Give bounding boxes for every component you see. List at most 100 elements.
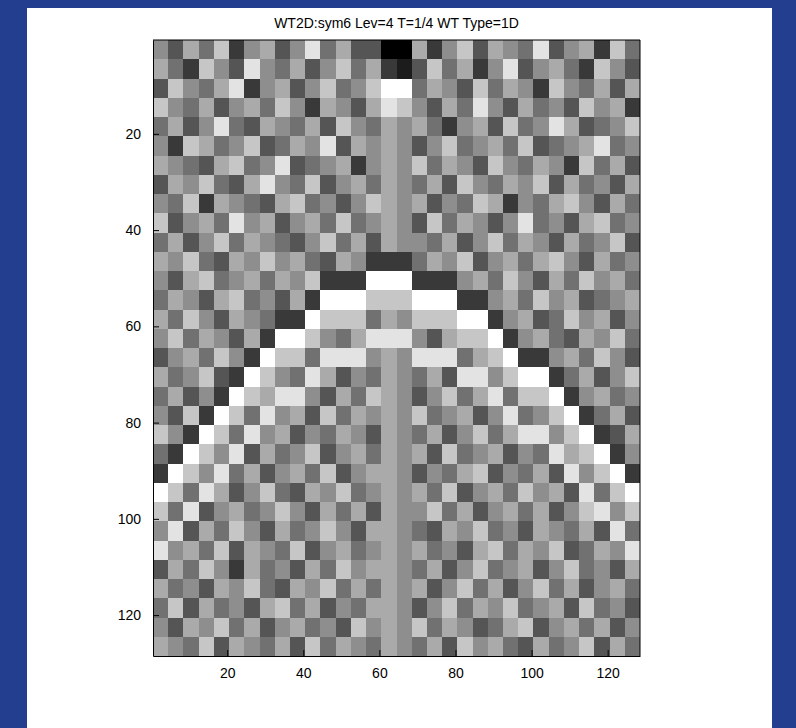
cell [564,117,580,137]
cell [351,618,367,638]
cell [320,560,336,580]
cell [594,637,610,656]
cell [533,618,549,638]
cell [533,213,549,233]
cell [442,98,458,118]
cell [412,98,428,118]
cell [305,598,321,618]
cell [625,367,640,387]
cell [503,598,519,618]
cell [351,194,367,214]
cell [260,40,276,60]
cell [260,156,276,176]
cell [427,579,443,599]
cell [579,40,595,60]
cell [336,387,352,407]
cell [488,252,504,272]
cell [214,271,230,291]
cell [229,406,245,426]
tick-label: 100 [520,665,544,681]
cell [199,483,215,503]
cell [199,348,215,368]
cell [427,637,443,656]
cell [244,425,260,445]
cell [214,59,230,79]
cell [473,59,489,79]
cell [351,59,367,79]
cell [457,156,473,176]
cell [366,290,382,310]
cell [625,310,640,330]
cell [594,425,610,445]
cell [260,464,276,484]
cell [594,541,610,561]
cell [381,290,397,310]
cell [412,329,428,349]
cell [518,156,534,176]
cell [442,310,458,330]
cell [183,444,199,464]
cell [488,59,504,79]
cell [412,560,428,580]
cell [488,98,504,118]
cell [473,271,489,291]
cell [366,213,382,233]
cell [275,79,291,99]
cell [412,483,428,503]
cell [610,367,626,387]
cell [442,117,458,137]
cell [488,194,504,214]
tick: 60 [125,318,159,334]
cell [244,521,260,541]
cell [488,367,504,387]
cell [442,175,458,195]
cell [153,252,169,272]
cell [610,637,626,656]
cell [290,233,306,253]
cell [366,387,382,407]
cell [594,156,610,176]
cell [549,521,565,541]
cell [397,598,413,618]
cell [351,233,367,253]
tick-label: 60 [372,665,388,681]
cell [153,136,169,156]
cell [275,367,291,387]
cell [473,483,489,503]
cell [290,271,306,291]
cell [412,271,428,291]
tick-mark [153,615,159,616]
cell [503,175,519,195]
cell [351,310,367,330]
cell [229,483,245,503]
cell [153,310,169,330]
tick: 40 [125,222,159,238]
cell [366,271,382,291]
cell [290,618,306,638]
cell [336,310,352,330]
cell [275,59,291,79]
cell [488,79,504,99]
cell [290,59,306,79]
cell [564,598,580,618]
cell [533,175,549,195]
cell [427,252,443,272]
cell [336,541,352,561]
cell [488,502,504,522]
cell [579,233,595,253]
cell [320,387,336,407]
cell [488,329,504,349]
cell [305,290,321,310]
cell [427,213,443,233]
cell [579,367,595,387]
cell [412,444,428,464]
cell [625,117,640,137]
cell [290,329,306,349]
tick-mark [227,650,228,656]
cell [168,367,184,387]
cell [214,560,230,580]
cell [229,387,245,407]
cell [153,464,169,484]
cell [610,406,626,426]
cell [183,425,199,445]
